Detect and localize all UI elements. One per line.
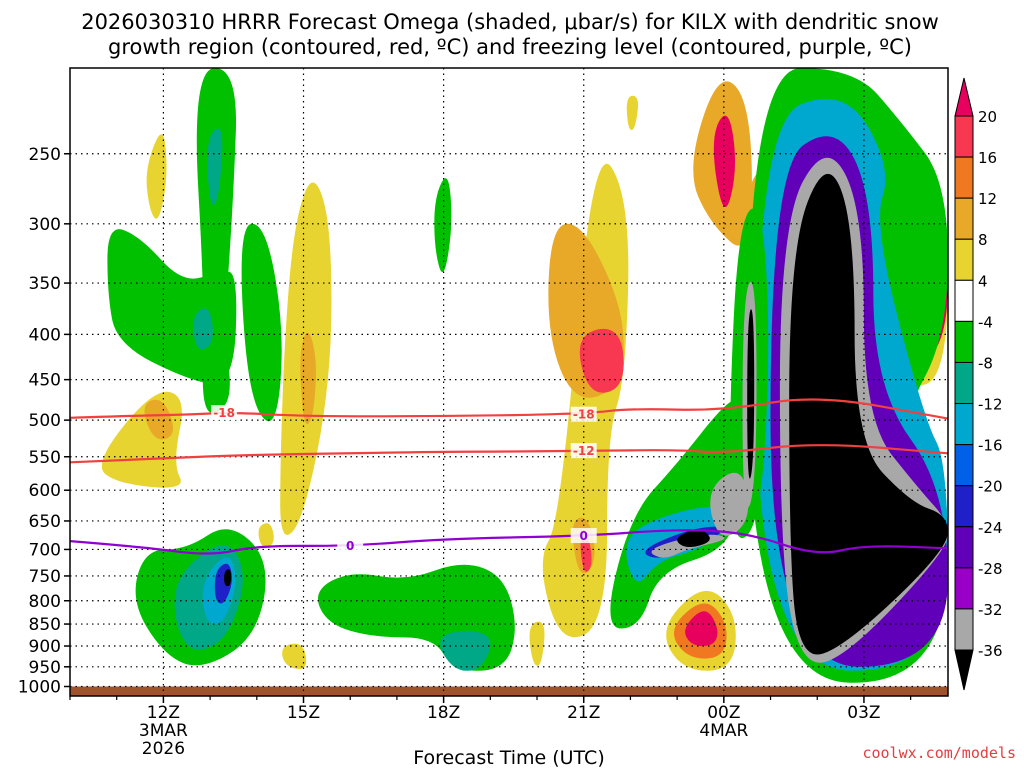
dgz-minus18-label-bg-1 xyxy=(570,406,597,422)
freezing-level-label-1: 0 xyxy=(580,529,588,543)
y-axis: 2503003504004505005506006507007508008509… xyxy=(18,145,70,698)
colorbar-label-3: 8 xyxy=(978,231,988,249)
x-tick-label-2: 18Z xyxy=(427,703,460,723)
colorbar-segment-3 xyxy=(954,238,974,281)
y-tick-label-8: 650 xyxy=(29,512,61,532)
colorbar-label-12: -32 xyxy=(978,601,1003,619)
omega-region-48 xyxy=(747,309,755,479)
y-tick-label-4: 450 xyxy=(29,371,61,391)
x-tick-label-3: 21Z xyxy=(567,703,600,723)
y-tick-label-3: 400 xyxy=(29,325,61,345)
colorbar-label-5: -4 xyxy=(978,313,993,331)
x-axis-label: Forecast Time (UTC) xyxy=(413,747,604,768)
omega-region-32 xyxy=(224,569,232,587)
colorbar-segment-0 xyxy=(954,115,974,158)
contour-lines: -18 -18 -12 0 0 xyxy=(70,398,948,555)
omega-region-6 xyxy=(258,523,274,548)
y-tick-label-15: 1000 xyxy=(18,678,61,698)
y-tick-label-14: 950 xyxy=(29,658,61,678)
colorbar-segment-4 xyxy=(954,279,974,322)
colorbar-segment-10 xyxy=(954,526,974,569)
omega-region-40 xyxy=(677,530,710,548)
x-tick-label-4: 00Z xyxy=(707,703,740,723)
x-tick-label-5: 03Z xyxy=(847,703,880,723)
omega-region-4 xyxy=(300,332,316,425)
x-tick-label-0: 12Z xyxy=(147,703,180,723)
omega-region-11 xyxy=(580,535,592,572)
y-tick-label-10: 750 xyxy=(29,567,61,587)
dgz-minus12-label-0: -12 xyxy=(573,444,595,458)
colorbar-segment-11 xyxy=(954,567,974,610)
colorbar-segment-6 xyxy=(954,361,974,405)
y-tick-label-11: 800 xyxy=(29,592,61,612)
colorbar-segment-5 xyxy=(954,320,974,363)
colorbar-label-10: -24 xyxy=(978,519,1003,537)
y-tick-label-12: 850 xyxy=(29,615,61,635)
colorbar-segment-2 xyxy=(954,197,974,240)
x-tick-year-0: 2026 xyxy=(142,739,185,759)
y-tick-label-7: 600 xyxy=(29,481,61,501)
colorbar-label-0: 20 xyxy=(978,108,997,126)
omega-region-24 xyxy=(207,128,223,206)
credit-text: coolwx.com/models xyxy=(862,744,1016,762)
dgz-minus18-label-bg-0 xyxy=(211,405,238,421)
x-tick-label-1: 15Z xyxy=(287,703,320,723)
colorbar-segment-12 xyxy=(954,608,974,651)
dgz-minus18-line xyxy=(70,398,948,420)
omega-region-26 xyxy=(193,308,213,350)
colorbar-segment-8 xyxy=(954,444,974,487)
freezing-level-label-0: 0 xyxy=(346,539,354,553)
colorbar-segment-7 xyxy=(954,403,974,446)
colorbar-label-8: -16 xyxy=(978,437,1003,455)
dgz-minus18-label-1: -18 xyxy=(573,408,595,422)
dgz-minus12-line xyxy=(70,444,948,464)
chart-title-line1: 2026030310 HRRR Forecast Omega (shaded, … xyxy=(81,10,939,34)
y-tick-label-6: 550 xyxy=(29,448,61,468)
y-tick-label-1: 300 xyxy=(29,215,61,235)
dgz-minus18-label-0: -18 xyxy=(213,406,235,420)
omega-region-35 xyxy=(434,178,452,273)
colorbar-label-1: 16 xyxy=(978,149,997,167)
y-tick-label-5: 500 xyxy=(29,411,61,431)
plot-frame xyxy=(69,67,949,697)
freezing-level-label-bg-0 xyxy=(337,538,364,554)
chart-title-line2: growth region (contoured, red, ºC) and f… xyxy=(108,35,912,59)
colorbar-segment-1 xyxy=(954,156,974,199)
colorbar-top-arrow xyxy=(954,77,974,117)
ground-fill xyxy=(70,686,948,696)
omega-region-45 xyxy=(789,173,948,655)
colorbar-bottom-arrow xyxy=(954,649,974,691)
omega-region-13 xyxy=(626,95,639,130)
colorbar-label-11: -28 xyxy=(978,560,1003,578)
omega-region-5 xyxy=(282,643,307,670)
omega-region-0 xyxy=(146,134,167,219)
colorbar: 20 16 12 8 4 -4 -8 -12 -16 -20 -24 -28 -32 -36 xyxy=(954,77,1003,691)
omega-region-34 xyxy=(440,630,491,671)
omega-region-49 xyxy=(710,472,749,536)
colorbar-label-13: -36 xyxy=(978,642,1003,660)
colorbar-label-6: -8 xyxy=(978,354,993,372)
colorbar-label-7: -12 xyxy=(978,396,1003,414)
omega-region-9 xyxy=(579,328,624,393)
omega-region-27 xyxy=(241,223,282,422)
ground-layer xyxy=(70,686,948,696)
omega-region-18 xyxy=(713,115,736,208)
y-tick-label-2: 350 xyxy=(29,274,61,294)
y-tick-label-0: 250 xyxy=(29,145,61,165)
colorbar-label-4: 4 xyxy=(978,272,988,290)
x-tick-date-0: 3MAR xyxy=(139,721,188,741)
dgz-minus12-label-bg-0 xyxy=(570,443,597,459)
y-tick-label-13: 900 xyxy=(29,637,61,657)
x-tick-date-4: 4MAR xyxy=(699,721,748,741)
y-tick-label-9: 700 xyxy=(29,540,61,560)
colorbar-label-9: -20 xyxy=(978,478,1003,496)
omega-region-12 xyxy=(529,621,545,666)
colorbar-label-2: 12 xyxy=(978,190,997,208)
omega-region-16 xyxy=(685,611,718,646)
freezing-level-label-bg-1 xyxy=(570,528,597,544)
freezing-level-line xyxy=(70,529,948,555)
colorbar-segment-9 xyxy=(954,485,974,528)
